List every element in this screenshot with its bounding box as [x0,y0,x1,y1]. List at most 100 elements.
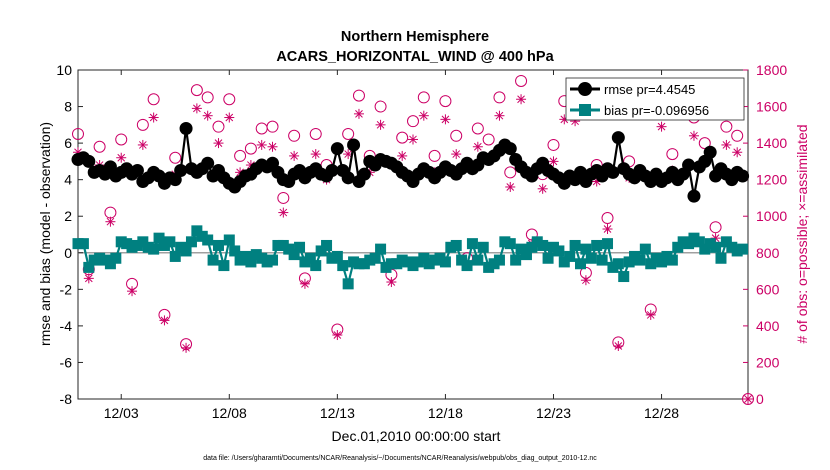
possible-obs-point [72,127,84,140]
bias-point [466,238,478,250]
assimilated-obs-point [743,394,753,404]
bias-point [331,250,343,262]
bias-point [537,239,549,251]
possible-obs-point [417,91,430,104]
assimilated-obs-point [289,150,300,161]
rmse-point [687,189,701,203]
y-left-tick-label: 4 [64,172,72,188]
possible-obs-point [547,138,560,151]
y-left-tick-label: 6 [64,135,72,151]
bias-point [564,250,576,262]
possible-obs-point [504,166,517,179]
possible-obs-point [93,140,106,153]
assimilated-obs-point [310,149,321,160]
y-right-tick-label: 600 [756,281,780,297]
bias-point [185,236,197,248]
y-right-tick-label: 1400 [756,135,787,151]
bias-point [472,254,484,266]
rmse-point [703,145,717,159]
assimilated-obs-point [613,340,624,351]
assimilated-obs-point [278,207,289,218]
bias-point [229,245,241,257]
assimilated-obs-point [732,147,743,158]
bias-point [542,252,554,264]
possible-obs-point [666,148,679,161]
bias-point [602,238,614,250]
assimilated-obs-point [191,103,202,114]
y-right-tick-label: 1200 [756,172,787,188]
assimilated-obs-point [472,141,483,152]
bias-point [596,254,608,266]
possible-obs-point [115,133,128,146]
bias-point [693,236,705,248]
bias-point [267,254,279,266]
y-axis-left-label: rmse and bias (model - observation) [37,122,53,346]
assimilated-obs-point [645,309,656,320]
assimilated-obs-point [656,121,667,132]
bias-point [180,245,192,257]
assimilated-obs-point [408,134,418,145]
bias-point [294,241,306,253]
bias-point [737,243,749,255]
possible-obs-point [450,129,463,142]
rmse-point [201,156,215,170]
assimilated-obs-point [580,275,591,286]
y-left-tick-label: -2 [60,281,73,297]
bias-point [493,254,505,266]
y-axis-right-label: # of obs: o=possible; ×=assimilated [794,124,810,343]
y-left-tick-label: 8 [64,99,72,115]
assimilated-obs-point [353,108,364,119]
assimilated-obs-point [688,130,699,141]
possible-obs-point [201,91,214,104]
y-right-tick-label: 1800 [756,62,787,78]
rmse-point [174,164,188,178]
bias-point [553,245,565,257]
assimilated-obs-point [440,114,451,125]
possible-obs-point [515,74,528,87]
possible-obs-point [493,91,506,104]
possible-obs-point [147,93,160,106]
assimilated-obs-point [516,94,527,105]
bias-point [450,239,462,251]
possible-obs-point [234,149,247,162]
bias-point [591,239,603,251]
assimilated-obs-point [83,273,94,284]
assimilated-obs-point [127,286,138,297]
possible-obs-point [471,122,484,135]
possible-obs-point [374,100,387,113]
rmse-point [736,169,750,183]
data-file-footnote: data file: /Users/gharamti/Documents/NCA… [203,455,597,462]
assimilated-obs-point [418,110,429,121]
assimilated-obs-point [505,181,516,192]
possible-obs-point [731,129,744,142]
plot-area: -8 -6 -4 -2 0 2 4 6 8 10 0 200 400 600 800 1000 1200 140… [56,62,787,421]
y-right-tick-label: 200 [756,354,780,370]
possible-obs-point [212,120,225,133]
x-tick-label: 12/28 [644,405,679,421]
possible-obs-point [601,212,614,225]
bias-point [310,260,322,272]
bias-point [110,252,122,264]
bias-point [321,239,333,251]
assimilated-obs-point [386,277,397,288]
y-left-tick-label: 10 [56,62,72,78]
y-left-tick-label: -8 [60,391,73,407]
bias-point [634,254,646,266]
bias-series [72,225,749,290]
bias-point [218,260,230,272]
bias-point [585,252,597,264]
possible-obs-point [288,129,301,142]
rmse-point [325,164,339,178]
bias-point [666,254,678,266]
bias-point [369,252,381,264]
possible-obs-point [266,120,279,133]
bias-point [342,278,354,290]
x-axis-ticks: 12/03 12/08 12/13 12/18 12/23 12/28 [104,70,679,421]
possible-obs-point [428,149,441,162]
chart-title-line2: ACARS_HORIZONTAL_WIND @ 400 hPa [276,49,554,65]
bias-point [461,260,473,272]
rmse-point [357,167,371,181]
assimilated-obs-point [213,138,224,149]
bias-point [148,243,160,255]
bias-point [618,271,630,283]
